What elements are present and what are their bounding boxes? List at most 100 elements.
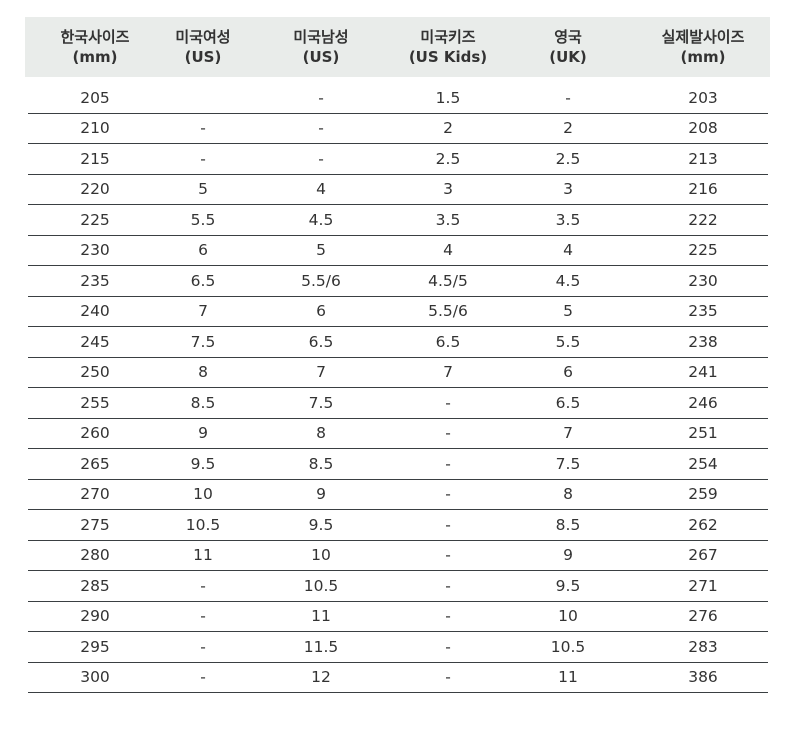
table-cell: 9.5: [190, 454, 216, 473]
column-header-unit: (mm): [680, 48, 726, 66]
table-cell: 241: [688, 363, 718, 382]
table-cell: 7.5: [308, 393, 334, 412]
table-cell: 2: [443, 119, 453, 138]
table-cell: 5: [198, 180, 208, 199]
table-cell: 6.5: [190, 271, 216, 290]
table-row: 210 - - 2 2 208: [28, 114, 768, 144]
table-cell: 240: [80, 302, 110, 321]
table-cell: 6.5: [555, 393, 581, 412]
table-cell: 8.5: [190, 393, 216, 412]
column-header-unit: (US Kids): [408, 48, 488, 66]
table-cell: 10.5: [185, 515, 221, 534]
table-cell: 5: [563, 302, 573, 321]
table-cell: -: [318, 88, 324, 107]
column-header-unit: (UK): [549, 48, 587, 66]
table-cell: 6.5: [435, 332, 461, 351]
table-cell: 205: [80, 88, 110, 107]
table-cell: 275: [80, 515, 110, 534]
table-row: 220 5 4 3 3 216: [28, 175, 768, 205]
column-header: 한국사이즈 (mm): [28, 27, 162, 67]
table-cell: 225: [80, 210, 110, 229]
table-cell: 11: [311, 607, 331, 626]
table-cell: -: [200, 637, 206, 656]
column-header: 미국남성 (US): [244, 27, 398, 67]
table-row: 225 5.5 4.5 3.5 3.5 222: [28, 205, 768, 236]
table-cell: 6.5: [308, 332, 334, 351]
table-cell: -: [445, 576, 451, 595]
table-cell: 6: [316, 302, 326, 321]
table-cell: 3.5: [555, 210, 581, 229]
table-cell: 254: [688, 454, 718, 473]
table-cell: 3: [443, 180, 453, 199]
table-cell: 222: [688, 210, 718, 229]
table-cell: 6: [563, 363, 573, 382]
table-cell: 7: [198, 302, 208, 321]
table-cell: 5.5: [555, 332, 581, 351]
table-row: 290 - 11 - 10 276: [28, 602, 768, 632]
table-cell: 290: [80, 607, 110, 626]
table-cell: 11.5: [303, 637, 339, 656]
table-cell: 4: [563, 241, 573, 260]
table-cell: -: [200, 119, 206, 138]
table-cell: -: [445, 393, 451, 412]
table-cell: 5: [316, 241, 326, 260]
table-row: 275 10.5 9.5 - 8.5 262: [28, 510, 768, 541]
table-cell: 8.5: [555, 515, 581, 534]
table-cell: 259: [688, 485, 718, 504]
table-row: 265 9.5 8.5 - 7.5 254: [28, 449, 768, 480]
table-cell: 9: [198, 424, 208, 443]
table-cell: 2.5: [435, 149, 461, 168]
column-header-title: 실제발사이즈: [661, 28, 745, 46]
table-cell: 11: [558, 668, 578, 687]
column-header-unit: (US): [302, 48, 340, 66]
table-row: 245 7.5 6.5 6.5 5.5 238: [28, 327, 768, 358]
table-cell: -: [445, 485, 451, 504]
table-row: 285 - 10.5 - 9.5 271: [28, 571, 768, 602]
table-cell: 262: [688, 515, 718, 534]
table-cell: -: [200, 149, 206, 168]
table-cell: 1.5: [435, 88, 461, 107]
column-header-title: 미국키즈: [420, 28, 476, 46]
table-cell: 235: [80, 271, 110, 290]
column-header-title: 영국: [554, 28, 582, 46]
table-cell: 9: [316, 485, 326, 504]
table-cell: 7: [563, 424, 573, 443]
table-cell: 11: [193, 546, 213, 565]
table-row: 270 10 9 - 8 259: [28, 480, 768, 510]
table-cell: 215: [80, 149, 110, 168]
column-header: 미국키즈 (US Kids): [398, 27, 498, 67]
table-cell: 5.5/6: [428, 302, 468, 321]
table-cell: 210: [80, 119, 110, 138]
table-cell: 285: [80, 576, 110, 595]
column-header: 미국여성 (US): [162, 27, 244, 67]
table-cell: 230: [80, 241, 110, 260]
table-cell: 8: [316, 424, 326, 443]
table-cell: 8.5: [308, 454, 334, 473]
table-row: 215 - - 2.5 2.5 213: [28, 144, 768, 175]
table-cell: 220: [80, 180, 110, 199]
table-cell: 270: [80, 485, 110, 504]
table-cell: 4.5: [308, 210, 334, 229]
table-cell: 4.5/5: [428, 271, 468, 290]
table-cell: 9.5: [308, 515, 334, 534]
table-cell: -: [565, 88, 571, 107]
table-row: 240 7 6 5.5/6 5 235: [28, 297, 768, 327]
table-cell: -: [200, 576, 206, 595]
table-header-background: [25, 17, 770, 77]
table-cell: -: [200, 607, 206, 626]
table-row: 205 - 1.5 - 203: [28, 83, 768, 114]
table-cell: -: [445, 454, 451, 473]
table-cell: 267: [688, 546, 718, 565]
table-row: 300 - 12 - 11 386: [28, 663, 768, 693]
table-cell: 10.5: [550, 637, 586, 656]
table-cell: 4.5: [555, 271, 581, 290]
table-cell: 8: [563, 485, 573, 504]
table-cell: 203: [688, 88, 718, 107]
table-cell: 300: [80, 668, 110, 687]
table-cell: -: [318, 149, 324, 168]
column-header-unit: (US): [184, 48, 222, 66]
table-cell: 6: [198, 241, 208, 260]
table-cell: 251: [688, 424, 718, 443]
table-cell: 8: [198, 363, 208, 382]
table-cell: 4: [443, 241, 453, 260]
